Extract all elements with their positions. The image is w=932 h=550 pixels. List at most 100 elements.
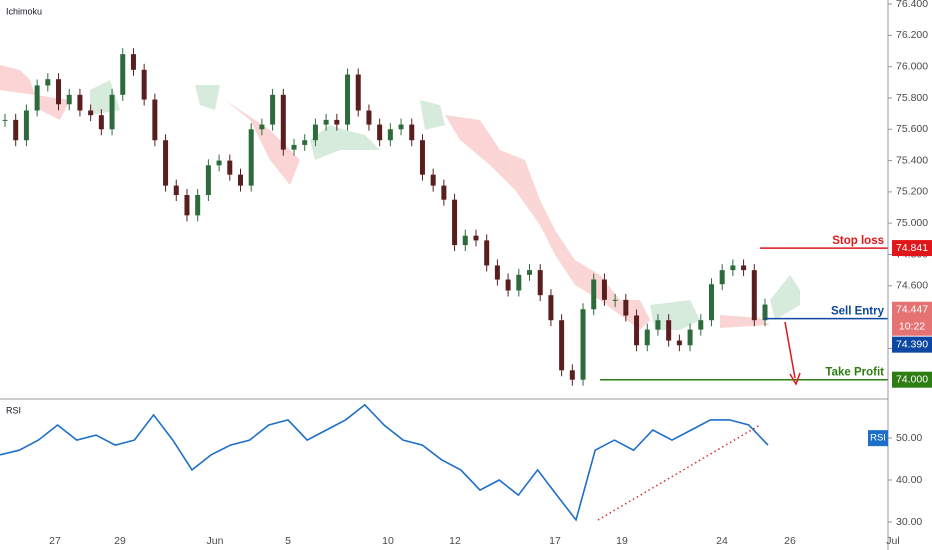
price-box-label: 74.000 [896,373,928,385]
candle-body [462,235,468,246]
candle-body [741,265,747,271]
x-tick-label: Jun [207,535,224,547]
x-tick-label: 17 [549,535,561,547]
candle-body [676,340,682,346]
candle-body [45,79,51,86]
rsi-tick-label: 50.00 [896,432,922,444]
candle-body [494,265,500,280]
candle-body [559,320,565,371]
candle-body [612,299,618,301]
rsi-label: RSI [6,405,21,415]
ichimoku-cloud [0,65,800,330]
candle-body [109,94,115,130]
candle-body [751,270,757,321]
price-box [892,371,932,388]
x-tick-label: 10 [382,535,394,547]
y-tick-label: 74.600 [896,280,928,292]
rsi-line [0,403,769,522]
candle-body [580,309,586,380]
y-tick-label: 76.400 [896,0,928,10]
x-tick-label: 12 [449,535,461,547]
rsi-tick-label: 30.00 [896,516,922,528]
candle-body [130,54,136,70]
candle-body [291,144,297,150]
x-tick-label: Jul [886,535,899,547]
candle-body [623,299,629,316]
x-tick-label: 24 [716,535,728,547]
candle-body [569,370,575,380]
arrow-head [789,372,801,386]
candle-body [730,265,736,271]
candle-body [655,320,661,330]
candle-body [77,94,83,111]
candle-body [355,74,361,111]
arrow [784,321,796,379]
rsi-box [868,430,888,447]
x-tick-label: 5 [285,535,291,547]
y-tick-label: 75.400 [896,154,928,166]
candle-body [23,110,29,141]
candle-body [302,140,308,145]
candle-body [409,124,415,141]
price-box-label: 74.390 [896,338,928,350]
candle-body [56,79,62,105]
price-box [892,240,932,257]
rsi-tick-label: 40.00 [896,474,922,486]
candle-body [323,119,329,125]
candle-body [719,270,725,285]
candle-body [98,115,104,130]
candle-body [516,274,522,291]
candle-body [259,124,265,130]
candle-body [708,284,714,321]
candle-body [548,295,554,321]
y-tick-label: 76.000 [896,60,928,72]
candle-body [152,99,158,141]
candle-body [66,94,72,105]
y-tick-label: 76.200 [896,29,928,41]
last-price-box [892,301,932,336]
candle-body [398,124,404,130]
level-name: Take Profit [825,367,884,379]
candle-body [227,160,233,175]
candle-body [644,329,650,346]
y-tick-label: 75.200 [896,186,928,198]
candle-body [312,124,318,141]
level-name: Sell Entry [831,306,885,318]
candle-body [387,129,393,141]
price-axis [888,0,932,550]
countdown: 10:22 [899,321,925,333]
candle-body [452,199,458,246]
y-tick-label: 75.000 [896,217,928,229]
candle-body [634,315,640,346]
candle-body [505,279,511,291]
rsi-box-label: RSI [870,433,886,444]
candle-body [13,119,19,141]
candle-body [473,235,479,241]
candle-body [173,185,179,196]
candle-body [591,279,597,310]
candle-body [441,185,447,200]
candle-body [334,119,340,125]
y-tick-label: 75.600 [896,123,928,135]
candle-body [195,195,201,216]
candle-body [216,160,222,166]
candle-body [280,94,286,150]
candle-body [527,270,533,275]
candle-body [184,195,190,216]
candle-body [366,110,372,125]
candle-body [270,94,276,125]
candle-body [762,304,768,321]
x-tick-label: 27 [49,535,61,547]
candle-body [698,320,704,330]
last-price-label: 74.447 [896,304,928,316]
y-tick-label: 75.800 [896,92,928,104]
x-tick-label: 26 [784,535,796,547]
price-box [892,336,932,353]
candle-body [2,119,8,121]
rsi-trendline [597,424,761,521]
candle-body [687,329,693,346]
candle-body [430,174,436,186]
candle-body [345,74,351,125]
